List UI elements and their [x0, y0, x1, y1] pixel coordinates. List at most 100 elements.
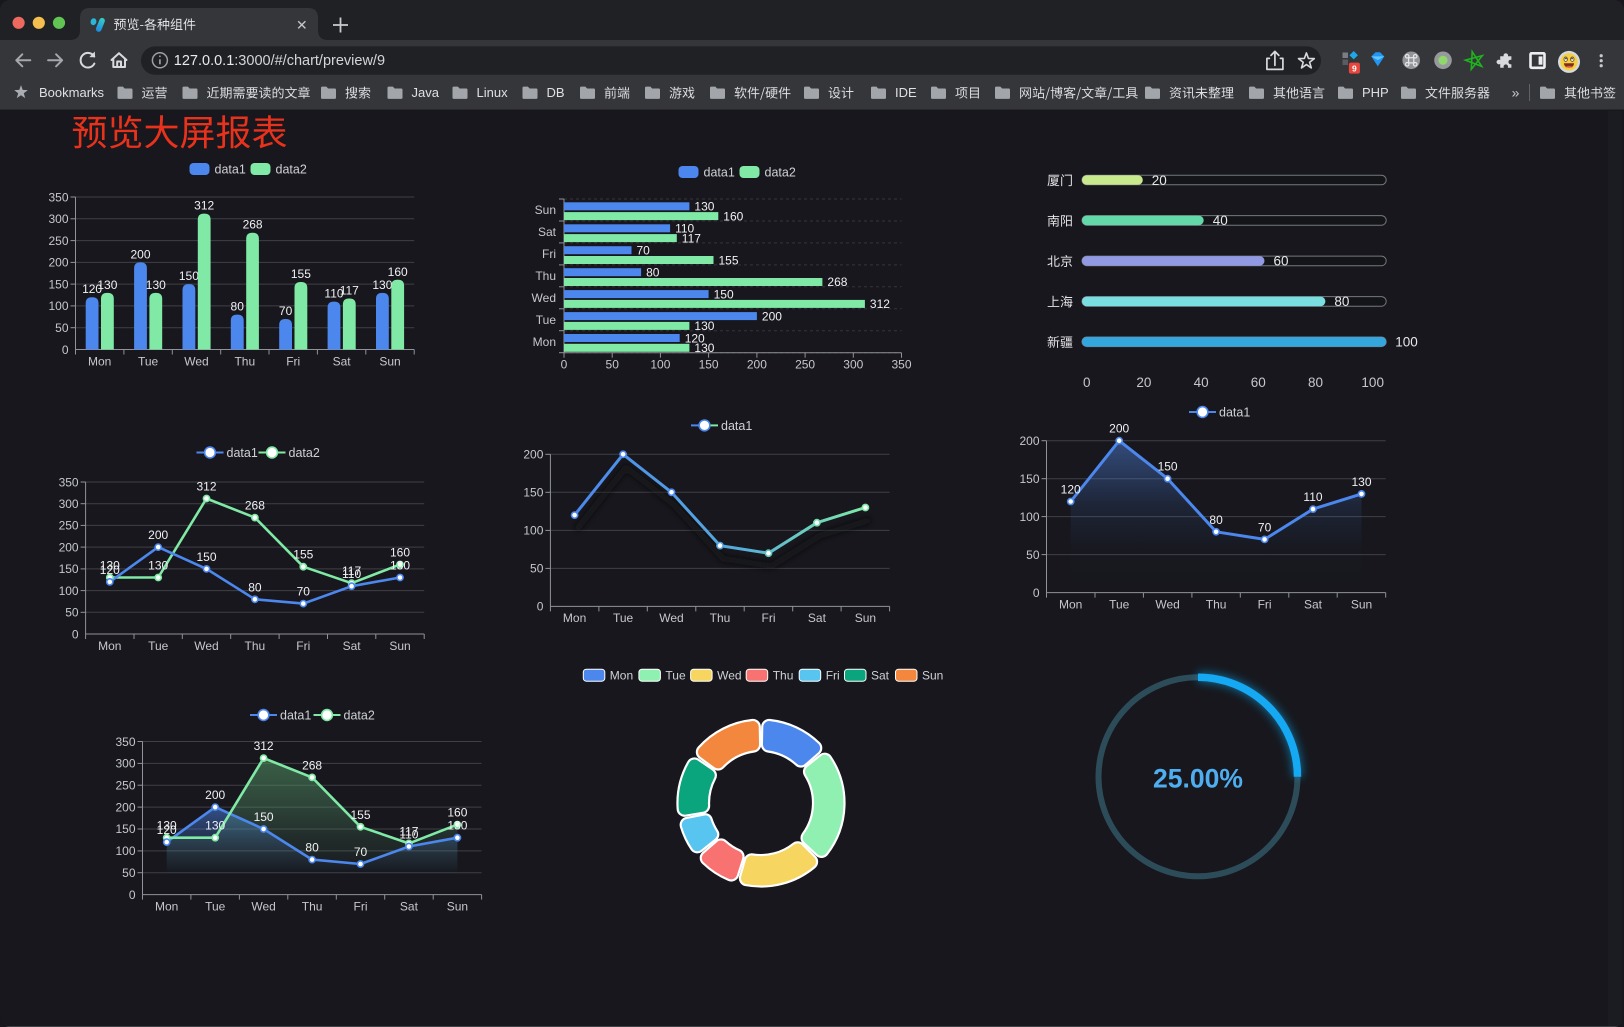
svg-text:110: 110: [399, 828, 418, 842]
svg-text:40: 40: [1194, 375, 1209, 390]
svg-text:150: 150: [196, 550, 216, 564]
svg-text:127.0.0.1:3000/#/chart/preview: 127.0.0.1:3000/#/chart/preview/9: [174, 53, 385, 69]
svg-text:160: 160: [388, 265, 408, 279]
svg-text:Thu: Thu: [302, 899, 323, 913]
svg-text:130: 130: [1351, 475, 1371, 489]
svg-text:80: 80: [248, 580, 262, 594]
svg-text:Sun: Sun: [447, 899, 468, 913]
svg-text:data2: data2: [765, 165, 796, 179]
svg-text:70: 70: [354, 845, 368, 859]
svg-text:data2: data2: [344, 708, 375, 722]
svg-text:70: 70: [1258, 520, 1272, 534]
svg-text:130: 130: [694, 200, 714, 214]
svg-text:IDE: IDE: [895, 85, 917, 100]
svg-text:130: 130: [146, 278, 166, 292]
svg-text:110: 110: [1303, 490, 1322, 504]
svg-text:268: 268: [245, 499, 265, 513]
svg-text:155: 155: [719, 253, 739, 267]
svg-text:250: 250: [48, 234, 68, 248]
svg-text:Fri: Fri: [762, 611, 776, 625]
svg-text:100: 100: [115, 844, 135, 858]
svg-text:80: 80: [1209, 513, 1223, 527]
svg-text:117: 117: [399, 824, 418, 838]
svg-text:Mon: Mon: [533, 335, 556, 349]
svg-text:200: 200: [59, 540, 79, 554]
svg-text:DB: DB: [547, 85, 565, 100]
svg-text:Sat: Sat: [1304, 597, 1323, 611]
svg-text:80: 80: [231, 300, 245, 314]
svg-text:350: 350: [115, 735, 135, 749]
svg-text:Wed: Wed: [1155, 597, 1179, 611]
svg-text:155: 155: [350, 808, 370, 822]
svg-text:200: 200: [115, 800, 135, 814]
svg-text:350: 350: [59, 475, 79, 489]
svg-text:130: 130: [205, 819, 225, 833]
svg-text:150: 150: [179, 269, 199, 283]
svg-text:25.00%: 25.00%: [1153, 764, 1243, 794]
svg-text:130: 130: [157, 819, 177, 833]
svg-text:150: 150: [115, 822, 135, 836]
svg-text:0: 0: [62, 343, 69, 357]
svg-text:150: 150: [714, 287, 734, 301]
svg-text:130: 130: [100, 559, 120, 573]
svg-text:Wed: Wed: [532, 291, 556, 305]
svg-text:Sat: Sat: [343, 639, 362, 653]
svg-text:200: 200: [205, 788, 225, 802]
svg-text:300: 300: [843, 357, 863, 371]
svg-text:100: 100: [59, 584, 79, 598]
svg-text:150: 150: [1019, 472, 1039, 486]
svg-text:20: 20: [1152, 173, 1167, 188]
svg-text:Thu: Thu: [234, 354, 255, 368]
svg-text:130: 130: [97, 278, 117, 292]
svg-text:0: 0: [72, 627, 79, 641]
svg-text:50: 50: [530, 562, 544, 576]
svg-text:Thu: Thu: [773, 669, 794, 683]
svg-text:100: 100: [1361, 375, 1384, 390]
svg-text:268: 268: [302, 758, 322, 772]
svg-text:300: 300: [115, 757, 135, 771]
svg-text:60: 60: [1251, 375, 1266, 390]
svg-text:»: »: [1512, 85, 1520, 101]
svg-text:Bookmarks: Bookmarks: [39, 85, 105, 100]
svg-text:Fri: Fri: [826, 669, 840, 683]
svg-text:Mon: Mon: [155, 899, 178, 913]
svg-text:Thu: Thu: [710, 611, 731, 625]
svg-text:160: 160: [723, 209, 743, 223]
svg-text:Wed: Wed: [717, 669, 741, 683]
svg-text:Tue: Tue: [138, 354, 159, 368]
svg-text:160: 160: [390, 546, 410, 560]
svg-text:100: 100: [1019, 510, 1039, 524]
svg-text:250: 250: [795, 357, 815, 371]
svg-text:110: 110: [675, 222, 694, 236]
svg-text:80: 80: [305, 841, 319, 855]
svg-text:200: 200: [747, 357, 767, 371]
svg-text:Thu: Thu: [245, 639, 266, 653]
svg-text:117: 117: [682, 231, 701, 245]
svg-text:Sun: Sun: [922, 669, 943, 683]
svg-text:Mon: Mon: [88, 354, 111, 368]
svg-text:Tue: Tue: [536, 313, 557, 327]
svg-text:150: 150: [59, 562, 79, 576]
svg-text:130: 130: [694, 341, 714, 355]
svg-text:Java: Java: [412, 85, 440, 100]
svg-text:130: 130: [694, 319, 714, 333]
svg-text:312: 312: [196, 480, 216, 494]
svg-text:200: 200: [762, 309, 782, 323]
svg-text:Mon: Mon: [1059, 597, 1082, 611]
svg-text:Tue: Tue: [1109, 597, 1130, 611]
svg-text:312: 312: [870, 297, 890, 311]
svg-text:100: 100: [650, 357, 670, 371]
svg-text:100: 100: [523, 524, 543, 538]
svg-text:Fri: Fri: [1258, 597, 1272, 611]
svg-text:200: 200: [130, 247, 150, 261]
svg-text:Mon: Mon: [98, 639, 121, 653]
svg-text:Tue: Tue: [613, 611, 634, 625]
svg-text:100: 100: [1395, 335, 1418, 350]
svg-text:250: 250: [59, 519, 79, 533]
svg-text:Wed: Wed: [194, 639, 218, 653]
svg-text:80: 80: [1308, 375, 1323, 390]
svg-text:Linux: Linux: [477, 85, 509, 100]
svg-text:Tue: Tue: [148, 639, 169, 653]
svg-text:data1: data1: [721, 419, 752, 433]
svg-text:Sun: Sun: [535, 203, 556, 217]
